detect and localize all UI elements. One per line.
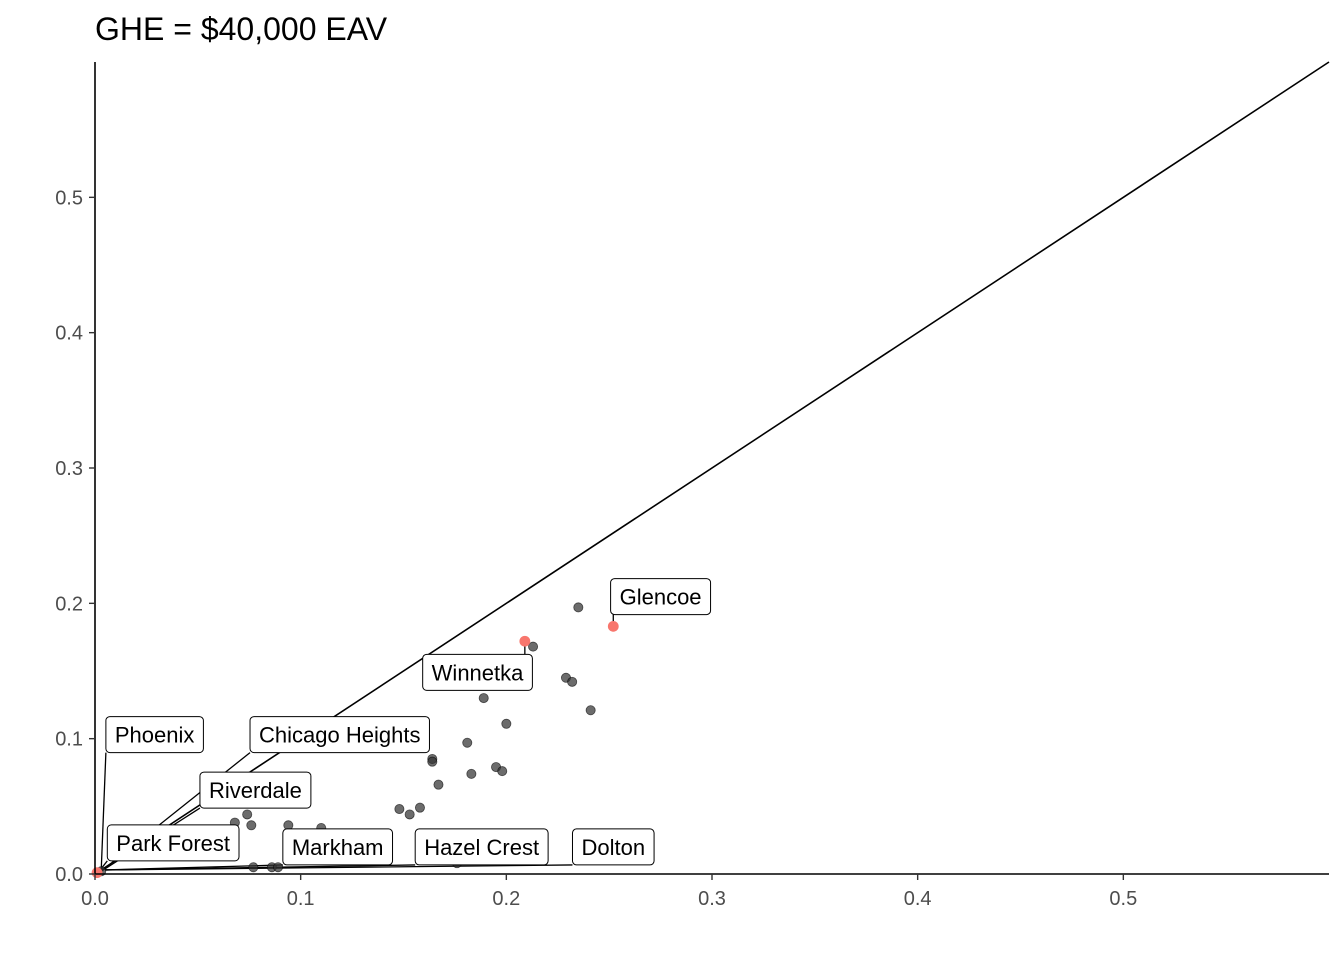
label-box-phoenix (105, 716, 204, 754)
data-point-24 (273, 862, 284, 873)
data-point-7 (462, 737, 473, 748)
data-point-12 (466, 768, 477, 779)
data-point-5 (585, 705, 596, 716)
label-winnetka: Winnetka (432, 660, 524, 685)
point-labels-layer: Glencoe Winnetka Phoenix Chicago Heights Riv… (105, 578, 712, 866)
data-point-11 (497, 766, 508, 777)
data-point-15 (414, 802, 425, 813)
data-point-17 (242, 809, 253, 820)
data-point-9 (427, 756, 438, 767)
data-point-22 (248, 862, 259, 873)
data-point-1 (528, 641, 539, 652)
label-box-dolton (571, 828, 655, 866)
chart-title: GHE = $40,000 EAV (95, 11, 388, 47)
data-point-3 (567, 676, 578, 687)
label-dolton: Dolton (581, 835, 645, 860)
highlight-point-1 (519, 635, 531, 647)
y-tick-label-4: 0.4 (55, 323, 83, 345)
label-markham: Markham (292, 835, 384, 860)
data-point-0 (573, 602, 584, 613)
x-tick-label-1: 0.1 (287, 888, 315, 910)
data-point-14 (394, 804, 405, 815)
label-hazel-crest: Hazel Crest (424, 835, 539, 860)
y-tick-label-5: 0.5 (55, 187, 83, 209)
label-box-chicago-heights (249, 716, 430, 754)
axes-layer: 0.00.0 0.1 0.1 0.2 0.2 0.3 0.3 0.4 0.4 0.5 0.5 (55, 62, 1329, 910)
x-tick-label-0: 0.0 (81, 888, 109, 910)
data-point-6 (501, 718, 512, 729)
y-tick-label-3: 0.3 (55, 458, 83, 480)
label-box-hazel-crest (414, 828, 549, 866)
x-tick-label-3: 0.3 (698, 888, 726, 910)
y-tick-label-2: 0.2 (55, 593, 83, 615)
label-riverdale: Riverdale (209, 778, 302, 803)
highlight-point-2 (91, 867, 103, 879)
leader-dolton (105, 864, 573, 871)
label-box-markham (282, 828, 394, 866)
highlight-point-0 (607, 620, 619, 632)
label-phoenix: Phoenix (115, 723, 195, 748)
data-point-13 (433, 779, 444, 790)
label-box-winnetka (422, 653, 533, 691)
label-chicago-heights: Chicago Heights (259, 723, 420, 748)
label-box-glencoe (610, 578, 712, 616)
x-tick-label-4: 0.4 (904, 888, 932, 910)
y-tick-label-1: 0.1 (55, 729, 83, 751)
leader-phoenix (100, 752, 107, 872)
x-tick-label-2: 0.2 (492, 888, 520, 910)
label-park-forest: Park Forest (116, 831, 230, 856)
label-box-park-forest (106, 824, 240, 862)
label-box-riverdale (199, 771, 312, 809)
data-point-19 (246, 820, 257, 831)
data-point-4 (478, 693, 489, 704)
x-tick-label-5: 0.5 (1109, 888, 1137, 910)
label-glencoe: Glencoe (620, 585, 702, 610)
y-tick-label-0: 0.0 (55, 864, 83, 886)
data-point-16 (404, 809, 415, 820)
